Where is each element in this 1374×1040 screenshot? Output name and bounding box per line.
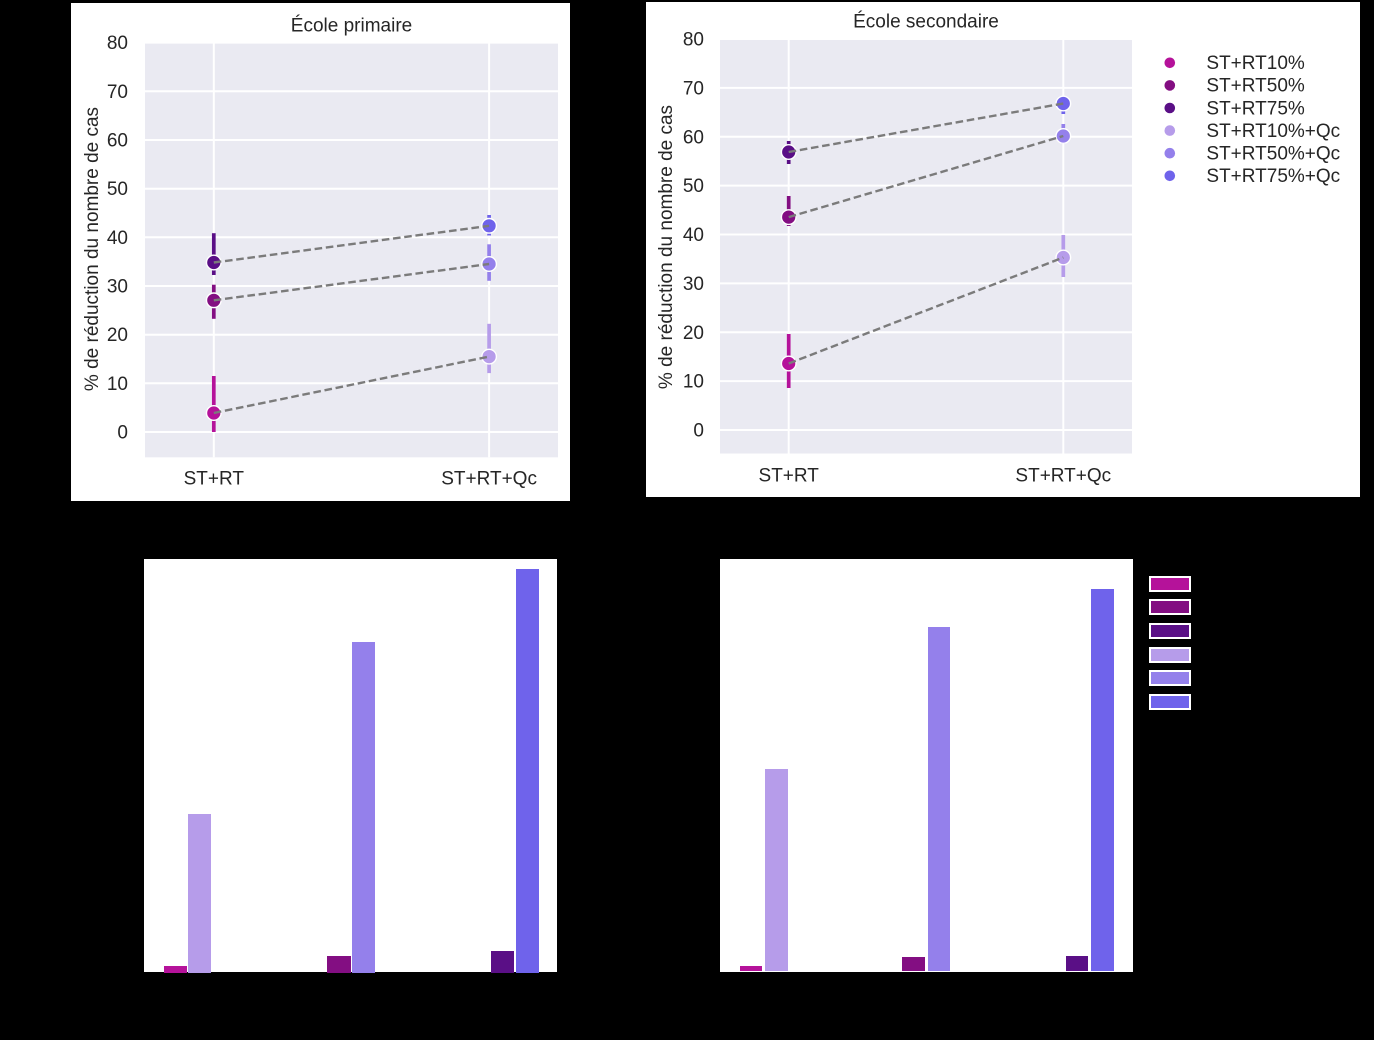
svg-text:ST+RT50%: ST+RT50%: [1206, 76, 1304, 97]
svg-text:20: 20: [683, 323, 704, 344]
svg-text:40: 40: [683, 225, 704, 246]
svg-text:ST+RT10%: ST+RT10%: [1206, 53, 1304, 74]
svg-text:30: 30: [107, 277, 128, 298]
svg-text:30: 30: [683, 274, 704, 295]
svg-text:ST+RT75%: ST+RT75%: [1206, 98, 1304, 119]
svg-text:70: 70: [107, 82, 128, 103]
svg-text:0: 0: [117, 423, 128, 444]
svg-text:ST+RT: ST+RT: [184, 469, 245, 490]
svg-text:0: 0: [693, 421, 704, 442]
svg-text:60: 60: [683, 127, 704, 148]
svg-text:70: 70: [683, 78, 704, 99]
svg-text:ST+RT+Qc: ST+RT+Qc: [441, 469, 537, 490]
svg-text:ST+RT: ST+RT: [759, 465, 820, 486]
svg-text:50: 50: [683, 176, 704, 197]
svg-text:École secondaire: École secondaire: [853, 12, 999, 33]
svg-text:80: 80: [107, 33, 128, 54]
svg-text:20: 20: [107, 325, 128, 346]
svg-text:80: 80: [683, 30, 704, 51]
svg-text:École primaire: École primaire: [291, 16, 412, 37]
svg-text:60: 60: [107, 131, 128, 152]
svg-text:ST+RT50%+Qc: ST+RT50%+Qc: [1206, 144, 1340, 165]
svg-text:10: 10: [683, 372, 704, 393]
svg-text:% de réduction du nombre de ca: % de réduction du nombre de cas: [656, 105, 677, 389]
svg-text:10: 10: [107, 374, 128, 395]
svg-text:40: 40: [107, 228, 128, 249]
svg-text:% de réduction du nombre de ca: % de réduction du nombre de cas: [82, 107, 103, 391]
svg-text:50: 50: [107, 179, 128, 200]
svg-text:ST+RT75%+Qc: ST+RT75%+Qc: [1206, 166, 1340, 187]
svg-text:ST+RT10%+Qc: ST+RT10%+Qc: [1206, 121, 1340, 142]
svg-text:ST+RT+Qc: ST+RT+Qc: [1015, 465, 1111, 486]
